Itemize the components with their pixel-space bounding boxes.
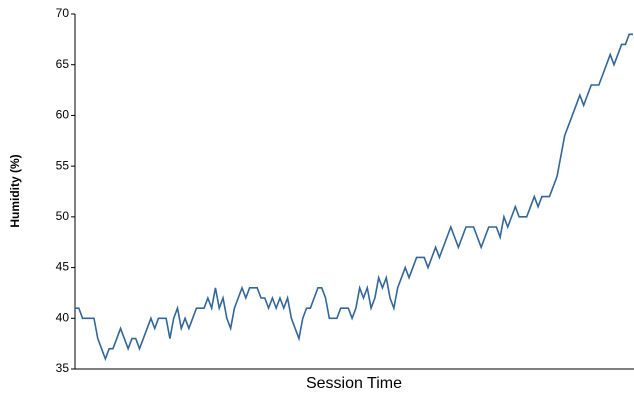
y-tick-label: 40 [56,310,70,324]
y-tick-label: 55 [56,158,70,172]
y-tick-label: 35 [56,361,70,375]
y-tick-label: 65 [56,57,70,71]
y-axis-label: Humidity (%) [8,154,22,227]
data-line [75,33,633,362]
y-tick-label: 60 [56,108,70,122]
x-axis-label: Session Time [306,375,402,392]
y-tick-label: 45 [56,260,70,274]
y-tick-label: 70 [56,6,70,20]
y-tick-label: 50 [56,209,70,223]
